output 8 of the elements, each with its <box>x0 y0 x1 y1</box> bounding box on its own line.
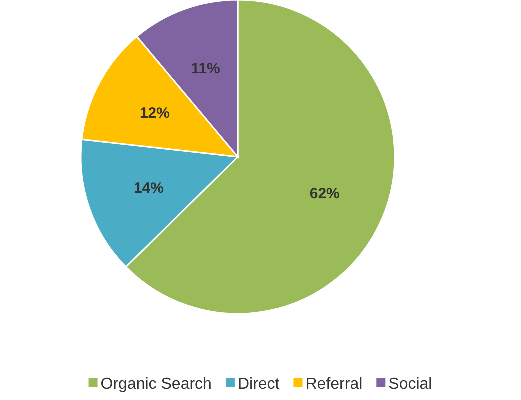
data-label: 62% <box>310 186 340 203</box>
legend-label: Social <box>388 376 432 393</box>
legend-label: Referral <box>306 376 363 393</box>
data-label: 11% <box>191 60 220 78</box>
legend-label: Direct <box>238 376 280 393</box>
data-label: 12% <box>140 104 170 122</box>
legend-label: Organic Search <box>100 376 212 393</box>
data-label: 14% <box>134 180 164 198</box>
